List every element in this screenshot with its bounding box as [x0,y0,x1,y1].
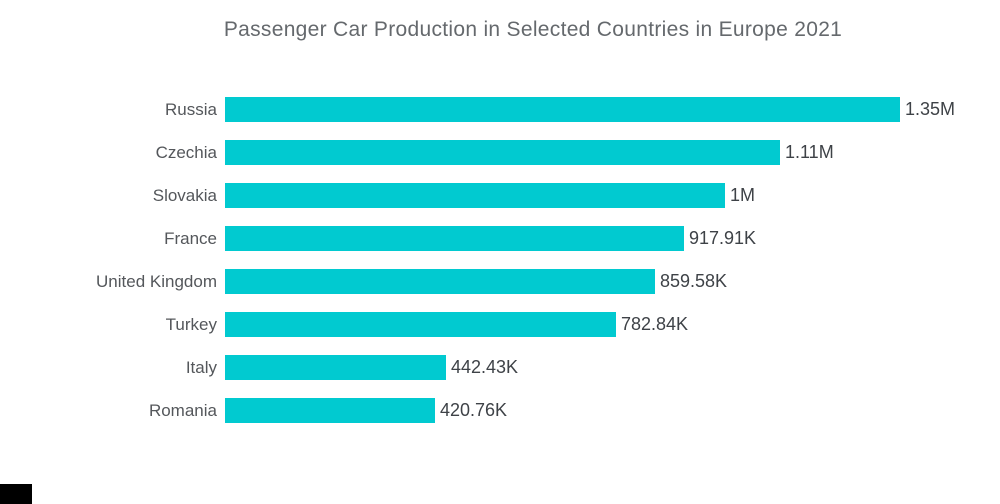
chart-row: Czechia 1.11M [0,140,1000,165]
value-label: 1M [730,185,756,205]
bar [225,269,655,294]
bar [225,312,616,337]
category-label: Slovakia [152,185,217,205]
watermark-block [0,484,32,504]
category-label: France [164,228,217,248]
chart-row: Turkey 782.84K [0,312,1000,337]
category-label: Turkey [165,314,217,334]
bar [225,355,446,380]
value-label: 442.43K [451,357,519,377]
category-label: Italy [185,357,217,377]
chart-row: Romania 420.76K [0,398,1000,423]
chart-row: Slovakia 1M [0,183,1000,208]
bar [225,97,900,122]
chart-row: France 917.91K [0,226,1000,251]
bar [225,226,684,251]
chart-row: Italy 442.43K [0,355,1000,380]
category-label: Czechia [155,142,217,162]
value-label: 917.91K [689,228,757,248]
value-label: 1.11M [785,142,834,162]
chart-row: United Kingdom 859.58K [0,269,1000,294]
bar [225,140,780,165]
value-label: 420.76K [440,400,508,420]
bar-chart: Russia 1.35M Czechia 1.11M Slovakia 1M France 9… [0,97,1000,441]
chart-row: Russia 1.35M [0,97,1000,122]
category-label: Romania [148,400,217,420]
value-label: 859.58K [660,271,728,291]
category-label: Russia [165,99,217,119]
value-label: 782.84K [621,314,689,334]
category-label: United Kingdom [96,271,217,291]
value-label: 1.35M [905,99,956,119]
bar [225,183,725,208]
chart-title: Passenger Car Production in Selected Cou… [223,18,843,41]
bar [225,398,435,423]
